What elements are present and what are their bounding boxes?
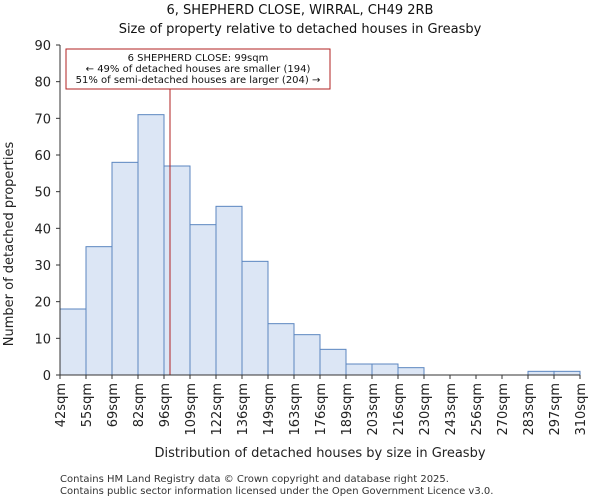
x-tick-label: 109sqm <box>184 383 199 436</box>
y-axis-label: Number of detached properties <box>2 142 17 347</box>
x-tick-label: 256sqm <box>470 383 485 436</box>
histogram-bar <box>553 370 581 376</box>
x-tick-label: 122sqm <box>210 383 225 436</box>
x-tick-label: 203sqm <box>366 383 381 436</box>
annotation-line2: ← 49% of detached houses are smaller (19… <box>86 64 311 75</box>
histogram-bar <box>345 363 373 376</box>
histogram-bar <box>189 224 217 376</box>
histogram-bar <box>215 205 243 376</box>
histogram-bar <box>527 370 555 376</box>
chart-title-line2: Size of property relative to detached ho… <box>119 22 482 37</box>
histogram-bar <box>241 260 269 376</box>
annotation-line1: 6 SHEPHERD CLOSE: 99sqm <box>128 53 269 64</box>
x-tick-label: 189sqm <box>340 383 355 436</box>
x-tick-label: 163sqm <box>288 383 303 436</box>
y-tick-label: 80 <box>34 76 51 91</box>
x-tick-label: 55sqm <box>80 383 95 427</box>
annotation-line3: 51% of semi-detached houses are larger (… <box>76 75 321 86</box>
y-tick-label: 10 <box>34 332 51 347</box>
x-tick-label: 136sqm <box>236 383 251 436</box>
histogram-bar <box>137 114 165 376</box>
histogram-bar <box>267 323 295 376</box>
annotation-box: 6 SHEPHERD CLOSE: 99sqm ← 49% of detache… <box>65 48 331 90</box>
x-tick-label: 283sqm <box>522 383 537 436</box>
y-tick-label: 0 <box>43 369 51 384</box>
x-tick-label: 297sqm <box>548 383 563 436</box>
x-tick-label: 216sqm <box>392 383 407 436</box>
histogram-bar <box>59 308 87 376</box>
x-axis-label: Distribution of detached houses by size … <box>154 446 485 461</box>
x-tick-label: 42sqm <box>54 383 69 427</box>
y-tick-label: 50 <box>34 186 51 201</box>
histogram-bar <box>319 348 347 376</box>
x-tick-label: 310sqm <box>574 383 589 436</box>
histogram-bar <box>397 367 425 376</box>
chart-title-line1: 6, SHEPHERD CLOSE, WIRRAL, CH49 2RB <box>167 3 434 18</box>
histogram-bar <box>371 363 399 376</box>
annotation-frame <box>65 48 331 90</box>
x-tick-label: 96sqm <box>158 383 173 427</box>
y-tick-label: 90 <box>34 39 51 54</box>
x-tick-label: 149sqm <box>262 383 277 436</box>
x-axis-ticks: 42sqm 55sqm 69sqm 82sqm 96sqm 109sqm 122sqm 136… <box>54 375 589 436</box>
y-tick-label: 40 <box>34 222 51 237</box>
x-tick-label: 69sqm <box>106 383 121 427</box>
y-tick-label: 30 <box>34 259 51 274</box>
footer-line1: Contains HM Land Registry data © Crown c… <box>60 474 449 485</box>
y-axis-ticks: 0 10 20 30 40 50 60 70 80 90 <box>34 39 60 384</box>
histogram-bar <box>293 334 321 376</box>
x-tick-label: 230sqm <box>418 383 433 436</box>
y-tick-label: 60 <box>34 149 51 164</box>
y-tick-label: 70 <box>34 112 51 127</box>
x-tick-label: 243sqm <box>444 383 459 436</box>
bars-group <box>59 114 581 376</box>
histogram-bar <box>111 161 139 376</box>
x-tick-label: 270sqm <box>496 383 511 436</box>
x-tick-label: 82sqm <box>132 383 147 427</box>
footer-line2: Contains public sector information licen… <box>60 486 493 497</box>
y-tick-label: 20 <box>34 296 51 311</box>
x-tick-label: 176sqm <box>314 383 329 436</box>
histogram-bar <box>85 246 113 376</box>
histogram-bar <box>163 165 191 376</box>
